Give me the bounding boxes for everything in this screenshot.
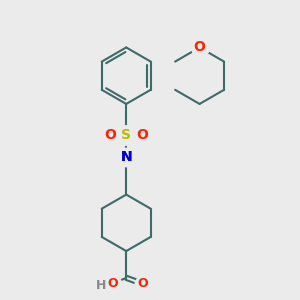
Text: O: O bbox=[137, 277, 148, 290]
Text: O: O bbox=[194, 40, 206, 55]
Text: O: O bbox=[104, 128, 116, 142]
Text: N: N bbox=[120, 150, 132, 164]
Text: H: H bbox=[96, 279, 107, 292]
Text: O: O bbox=[107, 277, 118, 290]
Text: O: O bbox=[136, 128, 148, 142]
Text: S: S bbox=[121, 128, 131, 142]
Text: N: N bbox=[120, 150, 132, 164]
